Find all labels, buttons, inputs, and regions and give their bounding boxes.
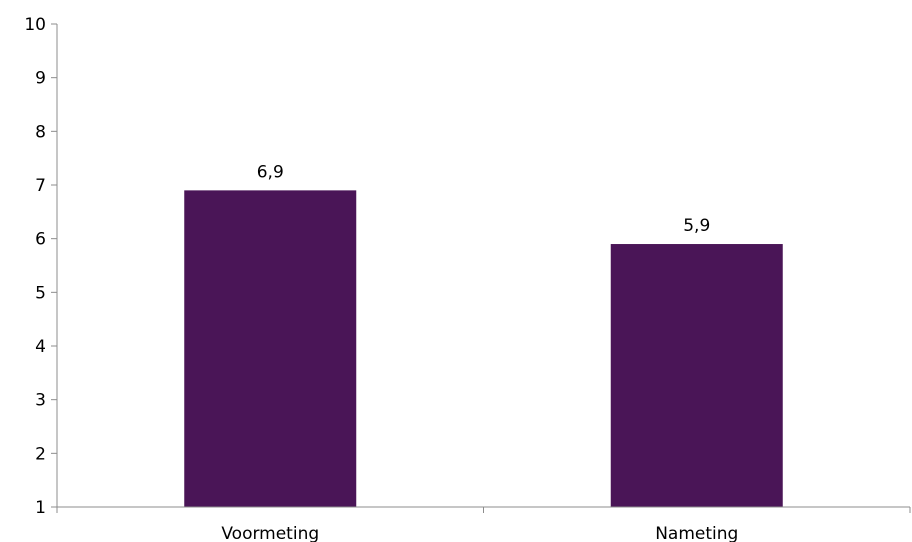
y-tick-label: 9 — [35, 69, 46, 89]
bar-voormeting — [184, 190, 357, 507]
y-tick-label: 6 — [35, 230, 46, 250]
category-label-nameting: Nameting — [655, 524, 738, 542]
y-tick-label: 3 — [35, 391, 46, 411]
y-axis-ticks: 1 2 3 4 5 6 7 8 9 10 — [24, 15, 57, 518]
bar-nameting — [610, 244, 783, 508]
category-label-voormeting: Voormeting — [221, 524, 319, 542]
category-labels: Voormeting Nameting — [221, 524, 738, 542]
y-tick-label: 1 — [35, 498, 46, 518]
bars — [184, 190, 783, 508]
y-tick-label: 5 — [35, 283, 46, 303]
data-label-voormeting: 6,9 — [257, 162, 284, 182]
y-tick-label: 7 — [35, 176, 46, 196]
y-tick-label: 2 — [35, 444, 46, 464]
y-tick-label: 8 — [35, 122, 46, 142]
x-axis-ticks — [56, 507, 911, 513]
y-tick-label: 4 — [35, 337, 46, 357]
y-tick-label: 10 — [24, 15, 46, 35]
data-labels: 6,9 5,9 — [257, 162, 711, 236]
data-label-nameting: 5,9 — [683, 216, 710, 236]
